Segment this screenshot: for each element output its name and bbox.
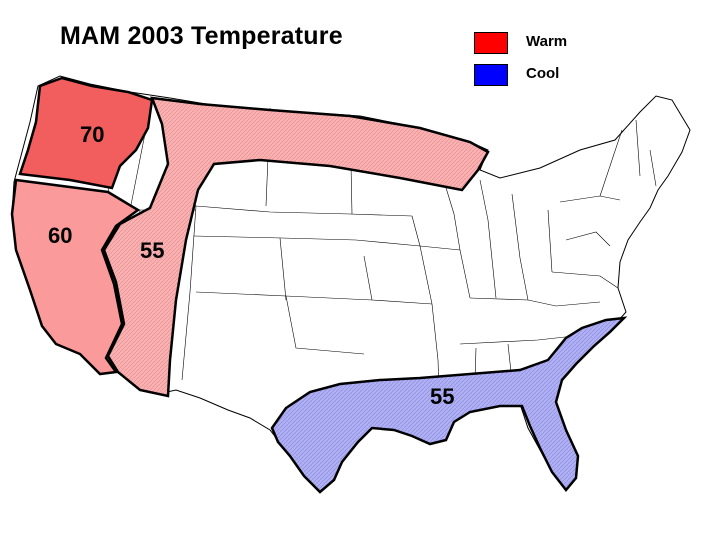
region-warm-60 bbox=[10, 178, 141, 376]
region-label-60: 60 bbox=[48, 223, 72, 248]
region-label-55-cool: 55 bbox=[430, 384, 454, 409]
legend-swatch-warm bbox=[474, 32, 508, 54]
legend-label-warm: Warm bbox=[526, 33, 568, 50]
region-cool-55 bbox=[270, 316, 628, 494]
legend-label-cool: Cool bbox=[526, 65, 560, 82]
legend-swatch-cool bbox=[474, 64, 508, 86]
map-title: MAM 2003 Temperature bbox=[60, 22, 343, 50]
region-label-70: 70 bbox=[80, 122, 104, 147]
region-warm-70 bbox=[18, 76, 154, 190]
region-label-55-warm: 55 bbox=[140, 238, 164, 263]
region-warm-55 bbox=[102, 96, 490, 398]
